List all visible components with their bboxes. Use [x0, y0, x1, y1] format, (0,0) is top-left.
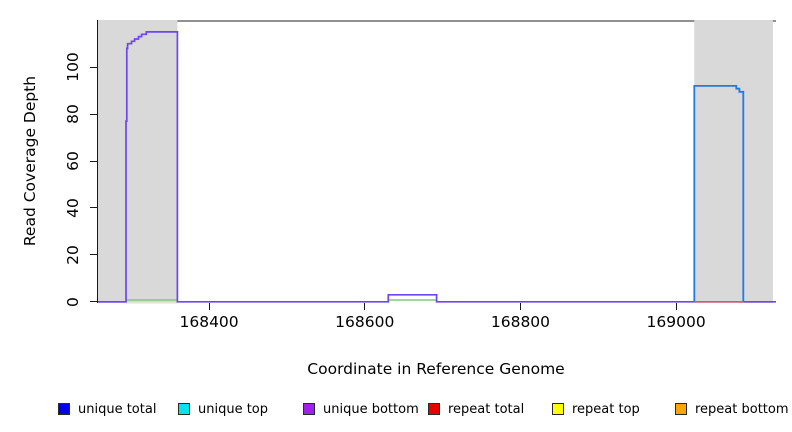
x-tick-label: 168600 — [335, 313, 395, 331]
plot-canvas — [98, 20, 776, 304]
x-tick — [675, 303, 677, 310]
y-tick-label: 40 — [64, 198, 82, 218]
x-tick — [208, 303, 210, 310]
y-tick — [90, 301, 97, 303]
legend-item: repeat total — [428, 398, 524, 420]
legend-swatch-icon — [303, 403, 315, 415]
legend-item: repeat top — [552, 398, 640, 420]
legend: unique total unique top unique bottom repea… — [0, 398, 792, 420]
plot-area — [97, 20, 776, 304]
masked-region — [98, 20, 178, 303]
legend-label: unique total — [78, 401, 157, 417]
legend-label: unique top — [198, 401, 269, 417]
legend-label: unique bottom — [323, 401, 419, 417]
y-tick-label: 20 — [64, 244, 82, 265]
x-tick — [519, 303, 521, 310]
legend-swatch-icon — [675, 403, 687, 415]
legend-swatch-icon — [58, 403, 70, 415]
y-tick — [90, 160, 97, 162]
legend-label: repeat total — [448, 401, 525, 417]
y-tick-label: 80 — [64, 104, 82, 124]
legend-item: repeat bottom — [675, 398, 789, 420]
legend-swatch-icon — [552, 403, 564, 415]
y-tick — [90, 207, 97, 209]
legend-swatch-icon — [428, 403, 440, 415]
x-tick — [364, 303, 366, 310]
y-tick-label: 0 — [64, 296, 82, 307]
legend-item: unique total — [58, 398, 156, 420]
x-axis-title: Coordinate in Reference Genome — [307, 360, 565, 378]
legend-swatch-icon — [178, 403, 190, 415]
y-tick — [90, 113, 97, 115]
legend-label: repeat bottom — [695, 401, 789, 417]
y-tick-label: 100 — [64, 52, 82, 82]
y-tick-label: 60 — [64, 151, 82, 171]
masked-region — [694, 20, 773, 303]
y-tick — [90, 254, 97, 256]
legend-item: unique bottom — [303, 398, 419, 420]
coverage-series-unique-total — [693, 85, 745, 302]
x-tick-label: 168400 — [179, 313, 239, 331]
y-axis-title: Read Coverage Depth — [21, 75, 39, 247]
y-tick — [90, 66, 97, 68]
legend-item: unique top — [178, 398, 268, 420]
x-tick-label: 169000 — [646, 313, 706, 331]
x-tick-label: 168800 — [490, 313, 551, 331]
legend-label: repeat top — [572, 401, 640, 417]
coverage-series-unique-bottom — [98, 31, 695, 303]
